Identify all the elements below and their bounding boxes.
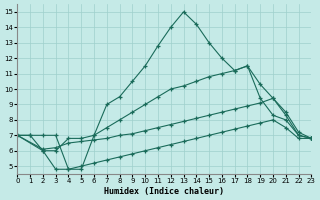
X-axis label: Humidex (Indice chaleur): Humidex (Indice chaleur) [104, 187, 224, 196]
